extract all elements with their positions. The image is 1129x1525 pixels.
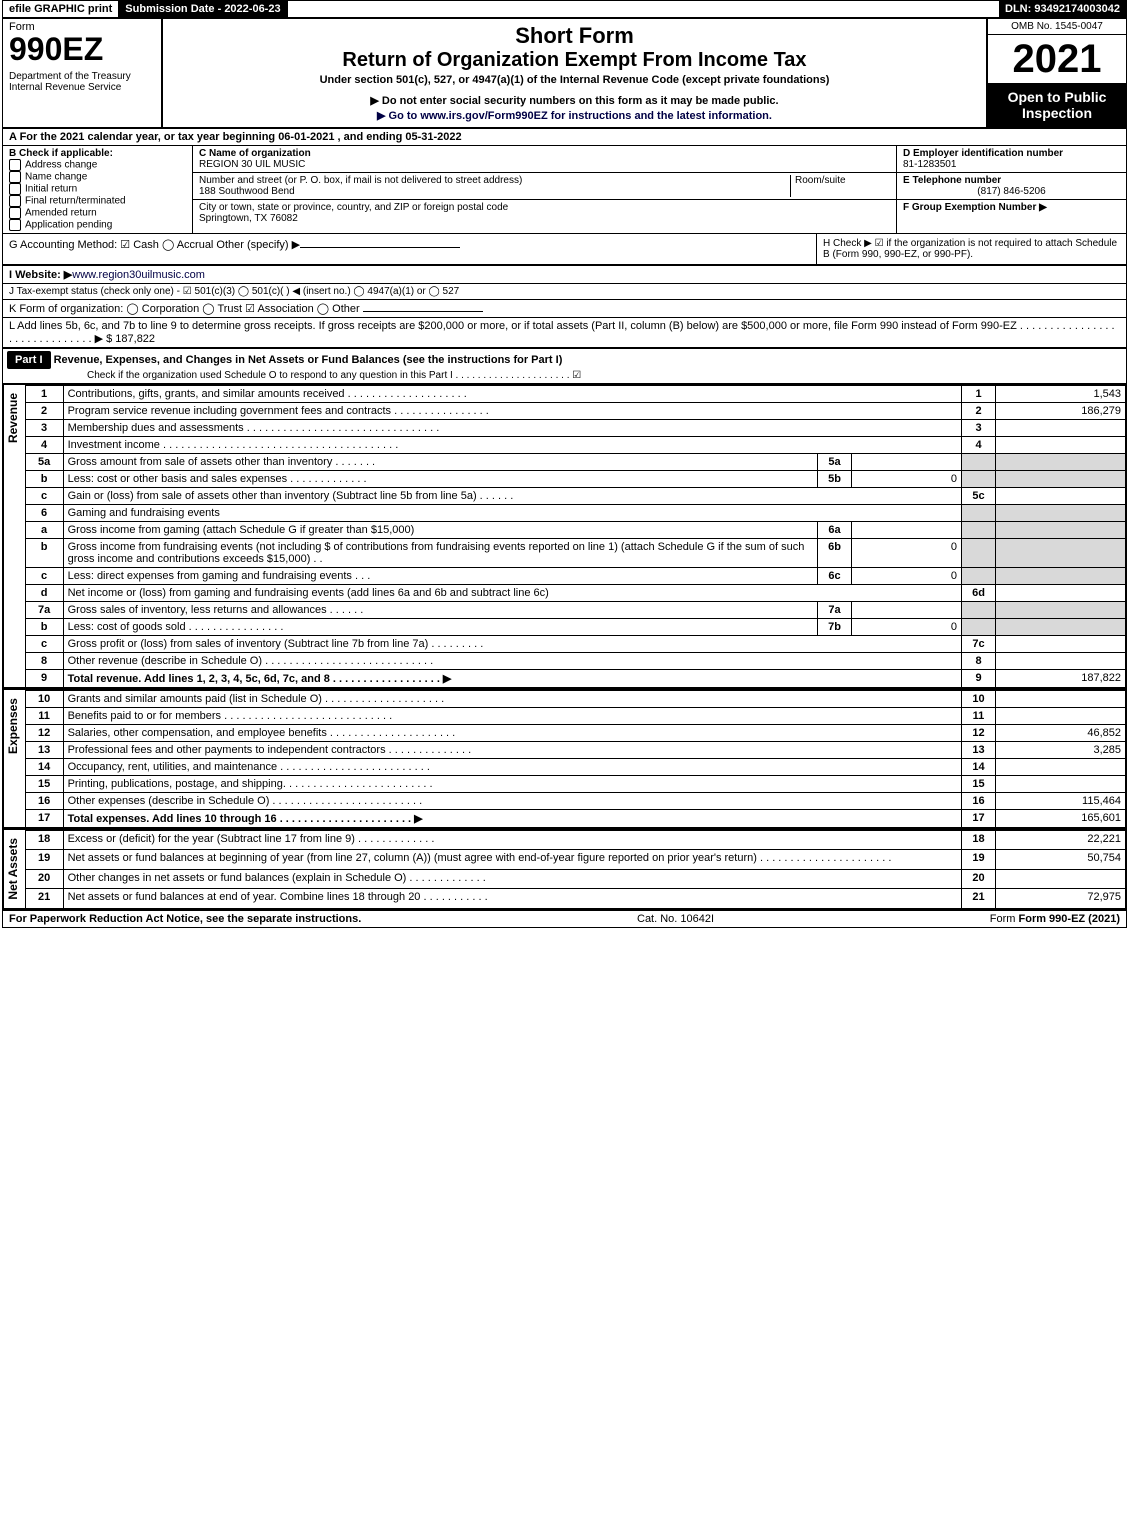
revenue-section: Revenue 1Contributions, gifts, grants, a… (3, 383, 1126, 688)
line-15: 15Printing, publications, postage, and s… (25, 776, 1125, 793)
section-def: D Employer identification number 81-1283… (896, 146, 1126, 233)
form-990ez-page: efile GRAPHIC print Submission Date - 20… (2, 0, 1127, 928)
org-city: Springtown, TX 76082 (199, 213, 298, 224)
checkbox-final-return[interactable] (9, 195, 21, 207)
line-5c: cGain or (loss) from sale of assets othe… (25, 488, 1125, 505)
top-bar: efile GRAPHIC print Submission Date - 20… (3, 1, 1126, 19)
subtitle: Under section 501(c), 527, or 4947(a)(1)… (169, 74, 980, 86)
ein-value: 81-1283501 (903, 159, 956, 170)
label-org-name: C Name of organization (199, 148, 311, 159)
line-17: 17Total expenses. Add lines 10 through 1… (25, 810, 1125, 828)
tax-year: 2021 (988, 35, 1126, 83)
line-12: 12Salaries, other compensation, and empl… (25, 725, 1125, 742)
line-6c: cLess: direct expenses from gaming and f… (25, 568, 1125, 585)
line-21: 21Net assets or fund balances at end of … (25, 889, 1125, 908)
website-link[interactable]: www.region30uilmusic.com (72, 269, 205, 281)
line-6a: aGross income from gaming (attach Schedu… (25, 522, 1125, 539)
revenue-tab: Revenue (3, 384, 25, 688)
footer-formref: Form Form 990-EZ (2021) (990, 913, 1120, 925)
part-i-header: Part I Revenue, Expenses, and Changes in… (3, 347, 1126, 383)
title-short-form: Short Form (169, 23, 980, 49)
net-assets-tab: Net Assets (3, 829, 25, 909)
section-b-check-applicable: B Check if applicable: Address change Na… (3, 146, 193, 233)
label-city: City or town, state or province, country… (199, 202, 508, 213)
line-4: 4Investment income . . . . . . . . . . .… (25, 437, 1125, 454)
open-to-public: Open to Public Inspection (988, 83, 1126, 127)
line-g-accounting: G Accounting Method: ☑ Cash ◯ Accrual Ot… (3, 234, 816, 264)
line-3: 3Membership dues and assessments . . . .… (25, 420, 1125, 437)
line-1: 1Contributions, gifts, grants, and simil… (25, 385, 1125, 403)
page-footer: For Paperwork Reduction Act Notice, see … (3, 909, 1126, 927)
part-i-check: Check if the organization used Schedule … (7, 370, 581, 381)
department: Department of the Treasury Internal Reve… (9, 71, 155, 93)
dln: DLN: 93492174003042 (999, 1, 1126, 17)
line-19: 19Net assets or fund balances at beginni… (25, 850, 1125, 869)
line-6: 6Gaming and fundraising events (25, 505, 1125, 522)
line-16: 16Other expenses (describe in Schedule O… (25, 793, 1125, 810)
line-9: 9Total revenue. Add lines 1, 2, 3, 4, 5c… (25, 670, 1125, 688)
line-20: 20Other changes in net assets or fund ba… (25, 869, 1125, 888)
expenses-table: 10Grants and similar amounts paid (list … (25, 689, 1126, 828)
gross-receipts-value: 187,822 (115, 333, 155, 345)
label-group-exemption: F Group Exemption Number ▶ (903, 202, 1047, 213)
org-street: 188 Southwood Bend (199, 186, 295, 197)
line-6b: bGross income from fundraising events (n… (25, 539, 1125, 568)
label-street: Number and street (or P. O. box, if mail… (199, 175, 522, 186)
footer-paperwork: For Paperwork Reduction Act Notice, see … (9, 913, 361, 925)
phone-value: (817) 846-5206 (903, 186, 1120, 197)
expenses-tab: Expenses (3, 689, 25, 828)
label-room: Room/suite (795, 175, 846, 186)
line-5a: 5aGross amount from sale of assets other… (25, 454, 1125, 471)
checkbox-address-change[interactable] (9, 159, 21, 171)
line-k-form-of-org: K Form of organization: ◯ Corporation ◯ … (3, 299, 1126, 317)
line-13: 13Professional fees and other payments t… (25, 742, 1125, 759)
ssn-warning: ▶ Do not enter social security numbers o… (169, 94, 980, 107)
checkbox-initial-return[interactable] (9, 183, 21, 195)
line-7b: bLess: cost of goods sold . . . . . . . … (25, 619, 1125, 636)
title-return: Return of Organization Exempt From Incom… (169, 49, 980, 72)
line-10: 10Grants and similar amounts paid (list … (25, 690, 1125, 708)
net-assets-section: Net Assets 18Excess or (deficit) for the… (3, 828, 1126, 909)
line-5b: bLess: cost or other basis and sales exp… (25, 471, 1125, 488)
line-i-website: I Website: ▶www.region30uilmusic.com (3, 265, 1126, 283)
goto-link[interactable]: ▶ Go to www.irs.gov/Form990EZ for instru… (169, 109, 980, 122)
efile-print[interactable]: efile GRAPHIC print (3, 1, 119, 17)
net-assets-table: 18Excess or (deficit) for the year (Subt… (25, 829, 1126, 909)
line-2: 2Program service revenue including gover… (25, 403, 1125, 420)
line-18: 18Excess or (deficit) for the year (Subt… (25, 830, 1125, 850)
line-j-tax-exempt: J Tax-exempt status (check only one) - ☑… (3, 283, 1126, 299)
line-6d: dNet income or (loss) from gaming and fu… (25, 585, 1125, 602)
checkbox-name-change[interactable] (9, 171, 21, 183)
part-i-title: Revenue, Expenses, and Changes in Net As… (54, 354, 563, 366)
form-header: Form 990EZ Department of the Treasury In… (3, 19, 1126, 129)
checkbox-amended-return[interactable] (9, 207, 21, 219)
omb-number: OMB No. 1545-0047 (988, 19, 1126, 35)
line-a-tax-year: A For the 2021 calendar year, or tax yea… (3, 129, 1126, 146)
footer-catno: Cat. No. 10642I (637, 913, 714, 925)
submission-date: Submission Date - 2022-06-23 (119, 1, 287, 17)
line-7a: 7aGross sales of inventory, less returns… (25, 602, 1125, 619)
line-l-gross-receipts: L Add lines 5b, 6c, and 7b to line 9 to … (3, 317, 1126, 347)
line-h-schedule-b: H Check ▶ ☑ if the organization is not r… (816, 234, 1126, 264)
label-ein: D Employer identification number (903, 148, 1063, 159)
form-number: 990EZ (9, 33, 155, 65)
revenue-table: 1Contributions, gifts, grants, and simil… (25, 384, 1126, 688)
line-8: 8Other revenue (describe in Schedule O) … (25, 653, 1125, 670)
checkbox-application-pending[interactable] (9, 219, 21, 231)
label-phone: E Telephone number (903, 175, 1001, 186)
line-7c: cGross profit or (loss) from sales of in… (25, 636, 1125, 653)
line-14: 14Occupancy, rent, utilities, and mainte… (25, 759, 1125, 776)
expenses-section: Expenses 10Grants and similar amounts pa… (3, 688, 1126, 828)
org-name: REGION 30 UIL MUSIC (199, 159, 305, 170)
section-c-org-info: C Name of organization REGION 30 UIL MUS… (193, 146, 896, 233)
line-11: 11Benefits paid to or for members . . . … (25, 708, 1125, 725)
part-i-label: Part I (7, 351, 51, 369)
